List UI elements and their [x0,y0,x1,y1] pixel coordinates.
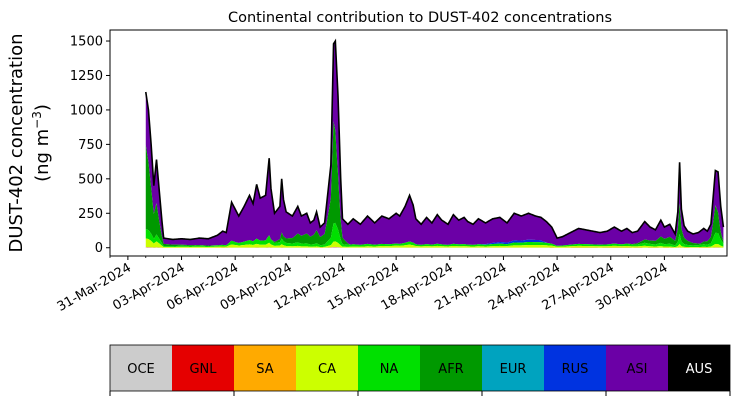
legend-label-gnl: GNL [189,362,217,377]
legend-label-afr: AFR [438,362,463,377]
y-tick-label: 1250 [70,69,103,84]
chart-title: Continental contribution to DUST-402 con… [228,10,612,26]
y-axis-label-unit-suffix: ) [32,104,53,111]
stacked-areas [145,41,724,248]
area-asi [145,41,724,246]
y-tick-label: 750 [78,138,103,153]
y-tick-label: 0 [95,241,103,256]
legend-swatch-gnl [172,345,234,391]
legend-swatch-afr [420,345,482,391]
y-axis-label-line1: DUST-402 concentration [6,33,27,252]
y-axis-label: DUST-402 concentration (ng m−3) [6,33,53,252]
legend-swatch-eur [482,345,544,391]
legend: OCE GNL SA CA NA AFR EUR RUS ASI AUS [109,344,731,396]
legend-label-asi: ASI [627,362,648,377]
legend-label-rus: RUS [562,362,589,377]
legend-label-sa: SA [256,362,273,377]
legend-swatch-oce [110,345,172,391]
y-tick-label: 500 [78,172,103,187]
legend-label-ca: CA [318,362,336,377]
y-tick-label: 1000 [70,103,103,118]
y-tick-label: 250 [78,207,103,222]
legend-swatch-rus [544,345,606,391]
legend-frame [109,344,731,392]
total-concentration-line [144,38,725,241]
y-axis-label-unit-prefix: (ng m [32,129,53,182]
legend-label-oce: OCE [127,362,155,377]
legend-swatch-aus [668,345,730,391]
legend-swatch-na [358,345,420,391]
legend-label-eur: EUR [500,362,527,377]
plot-frame [109,29,728,257]
area-na [145,222,724,248]
y-tick-label: 1500 [70,35,103,50]
legend-label-aus: AUS [686,362,713,377]
legend-swatch-sa [234,345,296,391]
y-axis-label-unit-exponent: −3 [30,111,44,129]
legend-swatch-asi [606,345,668,391]
area-ca [145,238,724,248]
y-axis-label-line2: (ng m−3) [30,104,53,182]
legend-swatch-ca [296,345,358,391]
legend-label-na: NA [380,362,399,377]
